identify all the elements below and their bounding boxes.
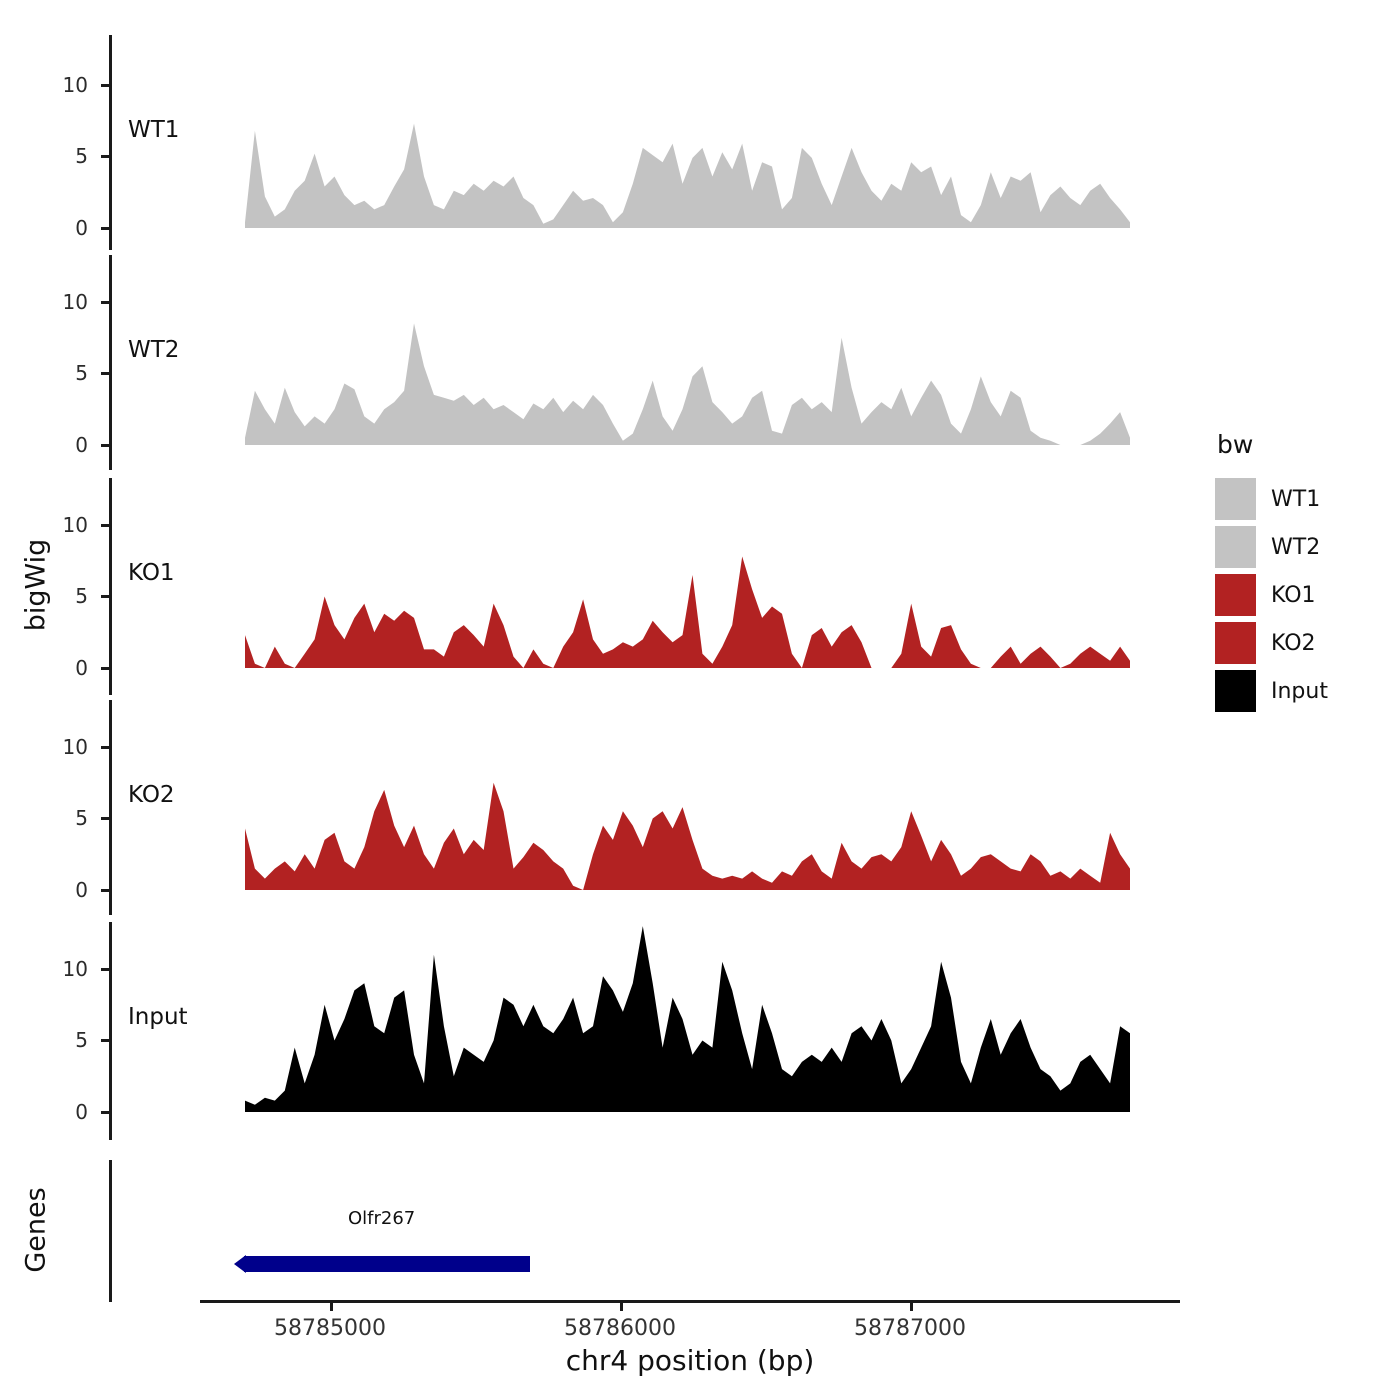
y-tick-mark <box>101 301 110 304</box>
legend-entry-ko1: KO1 <box>1215 571 1328 619</box>
legend-label: WT1 <box>1271 486 1321 512</box>
gene-name-label: Olfr267 <box>348 1208 416 1229</box>
legend-label: Input <box>1271 678 1328 704</box>
y-tick-label: 10 <box>62 290 88 314</box>
y-tick-label: 10 <box>62 735 88 759</box>
track-panel-ko1: 10 5 0 KO1 <box>0 478 1400 695</box>
y-tick-label: 5 <box>75 1028 88 1052</box>
y-tick-label: 0 <box>75 433 88 457</box>
y-tick-0: 0 <box>0 656 110 680</box>
y-tick-label: 10 <box>62 513 88 537</box>
y-tick-5: 5 <box>0 144 110 168</box>
x-tick-label-3: 58787000 <box>854 1316 966 1341</box>
x-tick-label-1: 58785000 <box>274 1316 386 1341</box>
y-axis-line <box>109 700 112 915</box>
y-axis-line <box>109 478 112 695</box>
y-tick-10: 10 <box>0 957 110 981</box>
y-tick-mark <box>101 155 110 158</box>
legend-entry-wt1: WT1 <box>1215 475 1328 523</box>
y-tick-label: 0 <box>75 1100 88 1124</box>
legend-entry-input: Input <box>1215 667 1328 715</box>
y-tick-mark <box>101 1039 110 1042</box>
genes-panel: Olfr267 <box>0 1160 1400 1302</box>
coverage-area-input <box>245 926 1130 1112</box>
x-tick-label-2: 58786000 <box>564 1316 676 1341</box>
y-tick-0: 0 <box>0 1100 110 1124</box>
y-tick-5: 5 <box>0 361 110 385</box>
y-tick-mark <box>101 372 110 375</box>
track-panel-wt1: 10 5 0 WT1 <box>0 35 1400 250</box>
y-tick-mark <box>101 817 110 820</box>
track-label-wt1: WT1 <box>128 117 180 143</box>
y-tick-0: 0 <box>0 878 110 902</box>
y-tick-10: 10 <box>0 290 110 314</box>
y-axis-line <box>109 255 112 470</box>
track-label-wt2: WT2 <box>128 337 180 363</box>
y-tick-mark <box>101 667 110 670</box>
gene-strand-arrow <box>234 1255 246 1273</box>
y-tick-label: 5 <box>75 806 88 830</box>
y-tick-10: 10 <box>0 513 110 537</box>
y-tick-mark <box>101 746 110 749</box>
genes-axis-line <box>109 1160 112 1302</box>
coverage-area-ko2 <box>245 782 1130 890</box>
y-tick-label: 0 <box>75 656 88 680</box>
legend-title: bw <box>1217 430 1254 459</box>
y-tick-10: 10 <box>0 73 110 97</box>
legend-entry-wt2: WT2 <box>1215 523 1328 571</box>
x-axis-title: chr4 position (bp) <box>565 1344 815 1377</box>
y-axis-line <box>109 922 112 1140</box>
x-tick-mark <box>620 1302 623 1311</box>
track-panel-input: 10 5 0 Input <box>0 922 1400 1140</box>
y-tick-label: 0 <box>75 878 88 902</box>
y-tick-mark <box>101 889 110 892</box>
y-tick-mark <box>101 595 110 598</box>
y-tick-label: 5 <box>75 361 88 385</box>
y-tick-mark <box>101 968 110 971</box>
track-label-ko1: KO1 <box>128 560 175 586</box>
y-tick-5: 5 <box>0 806 110 830</box>
x-tick-mark <box>330 1302 333 1311</box>
track-label-input: Input <box>128 1004 188 1030</box>
legend-swatch-ko1 <box>1215 574 1256 616</box>
y-tick-mark <box>101 84 110 87</box>
legend-swatch-input <box>1215 670 1256 712</box>
track-panel-wt2: 10 5 0 WT2 <box>0 255 1400 470</box>
legend-swatch-wt2 <box>1215 526 1256 568</box>
y-tick-0: 0 <box>0 433 110 457</box>
coverage-area-wt1 <box>245 123 1130 228</box>
legend-label: KO2 <box>1271 630 1316 656</box>
gene-body <box>244 1256 530 1272</box>
y-tick-mark <box>101 1111 110 1114</box>
y-tick-5: 5 <box>0 584 110 608</box>
legend-label: WT2 <box>1271 534 1321 560</box>
coverage-area-ko1 <box>245 556 1130 668</box>
y-tick-mark <box>101 444 110 447</box>
track-panel-ko2: 10 5 0 KO2 <box>0 700 1400 915</box>
y-tick-label: 5 <box>75 584 88 608</box>
legend-entry-ko2: KO2 <box>1215 619 1328 667</box>
y-tick-label: 0 <box>75 216 88 240</box>
legend: bw WT1 WT2 KO1 KO2 Input <box>1215 430 1328 715</box>
y-axis-line <box>109 35 112 250</box>
legend-swatch-ko2 <box>1215 622 1256 664</box>
track-label-ko2: KO2 <box>128 782 175 808</box>
y-tick-label: 5 <box>75 144 88 168</box>
x-tick-mark <box>910 1302 913 1311</box>
legend-swatch-wt1 <box>1215 478 1256 520</box>
x-axis-line <box>200 1300 1180 1303</box>
y-tick-label: 10 <box>62 957 88 981</box>
y-tick-mark <box>101 524 110 527</box>
y-tick-5: 5 <box>0 1028 110 1052</box>
y-tick-10: 10 <box>0 735 110 759</box>
y-tick-mark <box>101 227 110 230</box>
y-tick-label: 10 <box>62 73 88 97</box>
coverage-area-wt2 <box>245 323 1130 445</box>
y-tick-0: 0 <box>0 216 110 240</box>
legend-label: KO1 <box>1271 582 1316 608</box>
